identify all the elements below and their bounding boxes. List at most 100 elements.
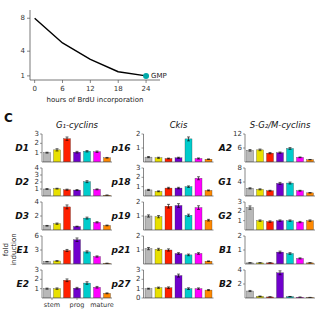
y-axis-line: [143, 270, 144, 298]
bar: [307, 193, 314, 196]
bar: [165, 206, 172, 230]
error-bar: [259, 149, 262, 151]
y-tick: [142, 168, 144, 169]
bar: [257, 189, 264, 196]
bar: [84, 252, 91, 264]
bar: [84, 182, 91, 196]
y-axis-line: [245, 202, 246, 230]
error-bar: [207, 219, 210, 221]
bar-panel: 48G1: [218, 164, 315, 196]
marks: [247, 251, 314, 264]
error-bar: [259, 296, 262, 297]
error-bar: [299, 258, 302, 259]
error-bar: [56, 288, 59, 289]
y-tick: [243, 148, 245, 149]
error-bar: [207, 290, 210, 291]
column-header: Ckis: [170, 120, 188, 130]
bar: [185, 187, 192, 196]
bar: [267, 153, 274, 162]
marks: [44, 279, 111, 298]
y-tick-label: 6: [238, 144, 243, 152]
error-bar: [86, 181, 89, 183]
marks: [145, 204, 212, 230]
y-tick-label: 2: [136, 173, 140, 181]
bar-panel: 36E1: [17, 232, 112, 264]
x-tick-label: stem: [44, 301, 60, 309]
y-tick: [40, 152, 42, 153]
bar-panel: 123stemprogmatureE2: [17, 266, 114, 309]
line-chart: 14806121824hours of BrdU incorporationGM…: [21, 10, 167, 104]
bar: [145, 289, 152, 298]
bar: [155, 217, 162, 230]
bar: [54, 224, 61, 230]
error-bar: [177, 187, 180, 188]
error-bar: [279, 182, 282, 184]
bar: [257, 221, 264, 230]
y-axis-line: [30, 10, 31, 80]
error-bar: [96, 222, 99, 223]
error-bar: [86, 282, 89, 285]
error-bar: [309, 159, 312, 160]
panel-label: B2: [219, 279, 232, 289]
error-bar: [187, 254, 190, 256]
bar: [104, 158, 111, 162]
y-tick: [40, 175, 42, 176]
bar: [205, 159, 212, 162]
y-tick-label: 6: [35, 232, 40, 240]
error-bar: [96, 188, 99, 190]
bar: [267, 222, 274, 230]
bar: [175, 254, 182, 265]
y-tick: [243, 168, 245, 169]
y-tick-label: 4: [35, 198, 40, 206]
y-tick-label: 1: [136, 285, 140, 293]
error-bar: [167, 187, 170, 188]
y-tick-label: 2: [35, 178, 39, 186]
y-tick: [243, 250, 245, 251]
y-tick-label: 2: [238, 207, 242, 215]
bar-panel: 24B2: [219, 266, 315, 298]
error-bar: [106, 292, 109, 294]
figure: 123D112p16612A21234D2123p1848G124D312p19…: [0, 0, 320, 320]
error-bar: [269, 152, 272, 153]
error-bar: [147, 189, 150, 190]
y-tick-label: 3: [238, 198, 242, 206]
x-axis-line: [144, 230, 214, 231]
marks: [247, 206, 314, 230]
error-bar: [157, 216, 160, 218]
y-axis-line: [42, 270, 43, 298]
error-bar: [197, 288, 200, 289]
y-tick: [40, 236, 42, 237]
bar: [104, 293, 111, 298]
bar: [175, 188, 182, 196]
error-bar: [249, 188, 252, 189]
error-bar: [187, 288, 190, 290]
bar: [267, 191, 274, 196]
bar: [54, 289, 61, 298]
panel-label: p21: [111, 245, 131, 255]
bar: [155, 158, 162, 162]
bar: [84, 218, 91, 230]
x-tick: [102, 298, 103, 300]
error-bar: [76, 189, 79, 191]
marks: [44, 137, 111, 162]
bar: [185, 139, 192, 162]
bar-panel: 12p19: [111, 198, 214, 230]
y-tick: [40, 279, 42, 280]
x-axis-line: [144, 196, 214, 197]
marks: [145, 274, 212, 298]
point: [143, 73, 149, 79]
marks: [35, 18, 149, 79]
bar: [277, 273, 284, 298]
error-bar: [259, 220, 262, 221]
bar-panel: 24D3: [15, 198, 112, 230]
y-tick: [40, 270, 42, 271]
bar-panel: 612A2: [218, 130, 315, 162]
annotation: GMP: [151, 72, 167, 80]
error-bar: [46, 225, 49, 227]
x-tick: [118, 80, 119, 83]
bar: [64, 139, 71, 162]
y-tick: [142, 186, 144, 187]
bar: [175, 276, 182, 298]
error-bar: [197, 206, 200, 210]
error-bar: [157, 248, 160, 250]
